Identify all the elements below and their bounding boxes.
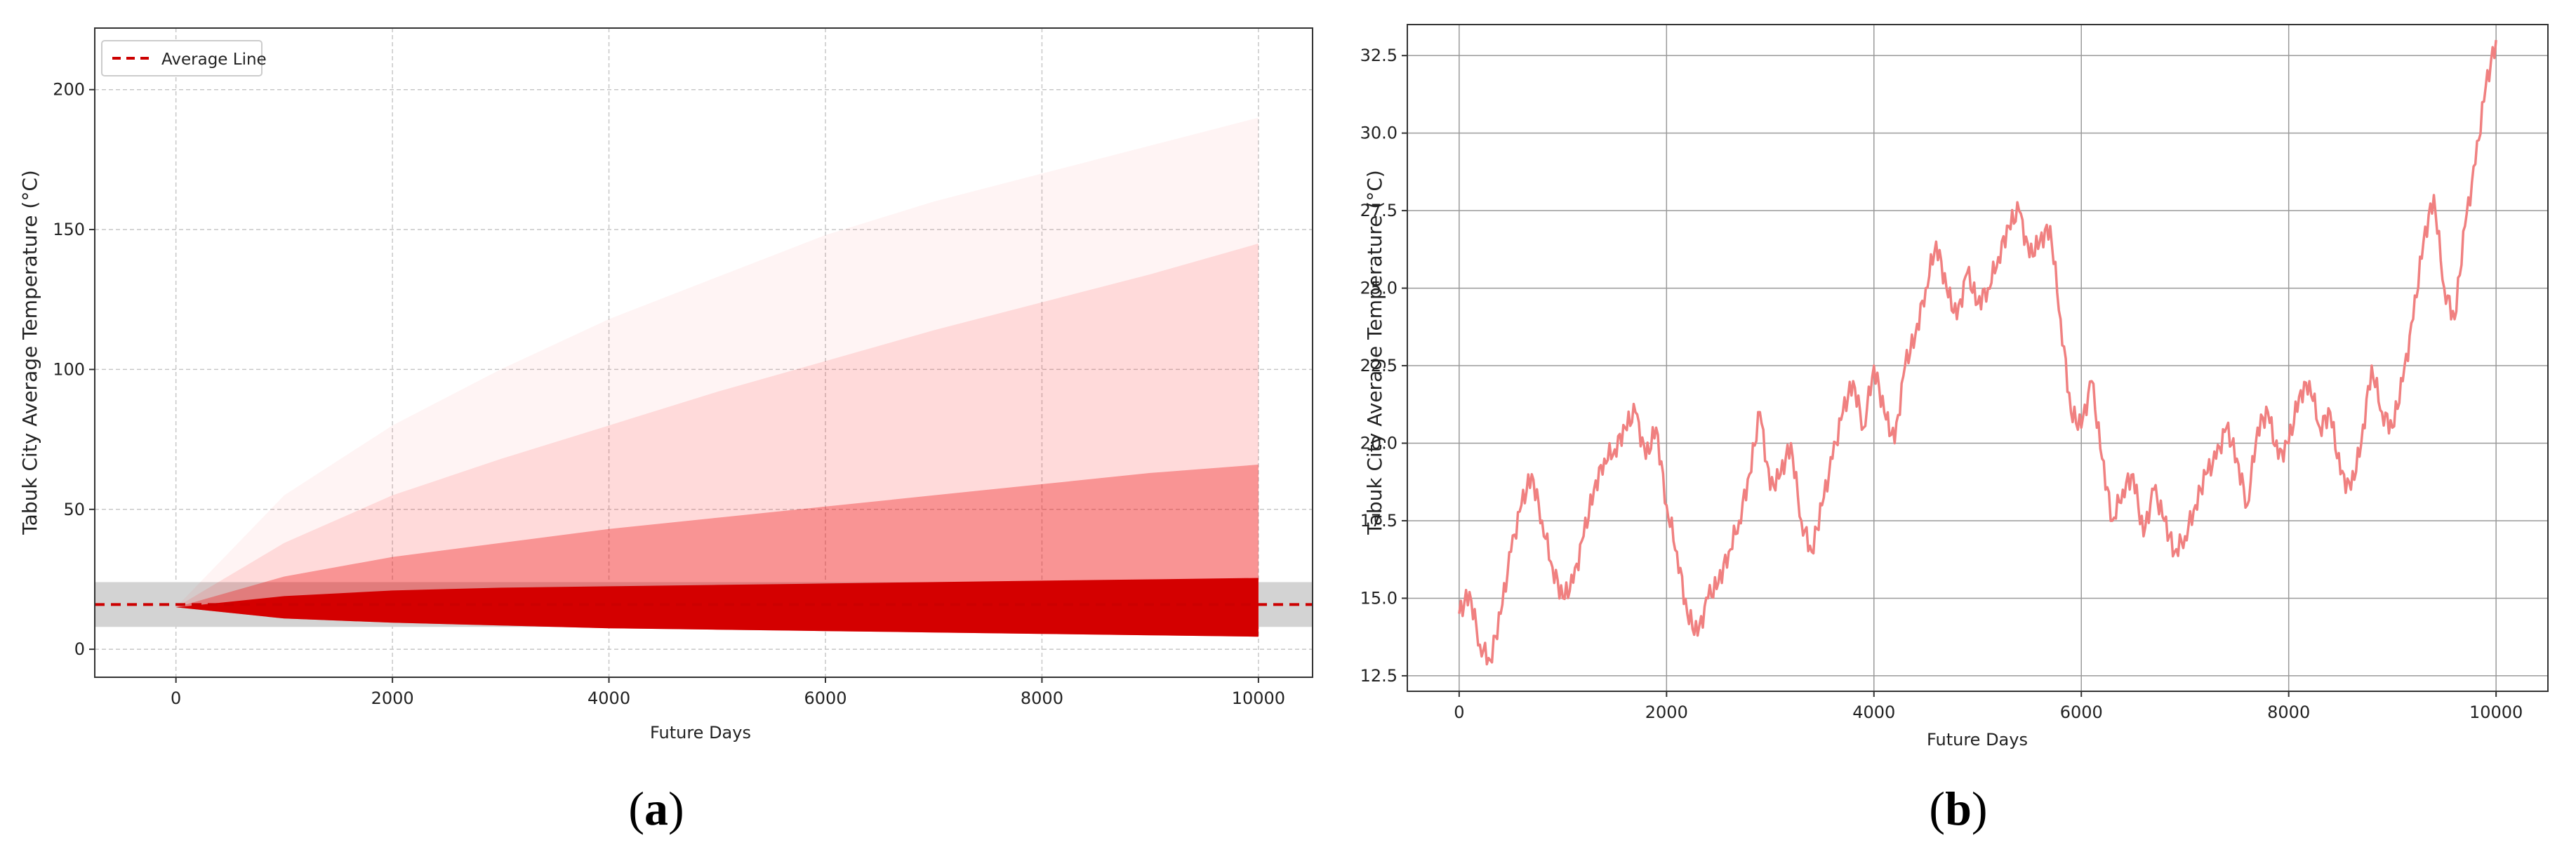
chart-a-y-axis-label: Tabuk City Average Temperature (°C) [18,170,41,535]
chart-b-gridlines [1407,25,2548,691]
chart-b-x-tick-label: 8000 [2267,703,2310,722]
chart-a-ticks: 0 2000 4000 6000 8000 10000 0 50 100 150 200 [53,80,1285,708]
chart-b-x-tick-label: 2000 [1645,703,1688,722]
chart-a-x-tick-label: 6000 [804,688,847,708]
chart-a-legend-box [101,40,263,76]
chart-b-y-tick-label: 32.5 [1360,46,1397,65]
chart-b-series-line [1458,39,2497,666]
chart-b-y-tick-label: 17.5 [1360,511,1397,531]
caption-b: (b) [1929,782,1987,835]
chart-b-y-axis-label: Tabuk City Average Temperature (°C) [1363,170,1386,535]
chart-a-axes-frame [94,27,1313,678]
chart-b-x-tick-label: 4000 [1852,703,1895,722]
chart-a-x-tick-label: 2000 [371,688,414,708]
chart-b-x-tick-label: 6000 [2060,703,2103,722]
chart-a-y-tick-label: 200 [53,80,85,100]
chart-b-x-tick-label: 0 [1454,703,1464,722]
chart-a-x-tick-label: 0 [171,688,181,708]
chart-a-x-tick-label: 10000 [1232,688,1285,708]
chart-b: 0 2000 4000 6000 8000 10000 12.5 15.0 17.5 20.0 22… [1360,24,2549,835]
chart-a-simulation-faintest [175,117,1259,637]
caption-a-letter: a [644,782,668,835]
chart-a-y-tick-label: 50 [63,500,85,519]
chart-b-y-tick-label: 22.5 [1360,356,1397,375]
chart-b-y-tick-label: 25.0 [1360,279,1397,298]
chart-a-x-tick-label: 8000 [1021,688,1063,708]
chart-b-x-tick-label: 10000 [2469,703,2523,722]
caption-a: (a) [628,782,684,835]
chart-b-x-axis-label: Future Days [1927,730,2028,750]
caption-b-letter: b [1945,782,1972,835]
chart-a-y-tick-label: 0 [74,639,85,659]
chart-a-y-tick-label: 150 [53,220,85,239]
chart-b-axes-frame [1407,24,2549,692]
chart-a-x-tick-label: 4000 [587,688,630,708]
chart-a-gridlines [95,28,1313,677]
chart-b-y-tick-label: 27.5 [1360,201,1397,220]
chart-a-legend: Average Line [101,40,267,76]
chart-b-y-tick-label: 12.5 [1360,666,1397,686]
chart-a-x-axis-label: Future Days [650,723,751,743]
chart-a-simulation-faint [175,244,1259,637]
chart-a-legend-label: Average Line [161,51,267,69]
chart-a-simulation-dense [175,578,1259,637]
chart-b-y-tick-label: 15.0 [1360,588,1397,608]
chart-b-y-tick-label: 30.0 [1360,124,1397,143]
chart-a: 0 2000 4000 6000 8000 10000 0 50 100 150 200 Avera… [18,27,1313,835]
chart-a-y-tick-label: 100 [53,359,85,379]
chart-b-y-tick-label: 20.0 [1360,434,1397,453]
chart-b-ticks: 0 2000 4000 6000 8000 10000 12.5 15.0 17.5 20.0 22… [1360,46,2523,722]
